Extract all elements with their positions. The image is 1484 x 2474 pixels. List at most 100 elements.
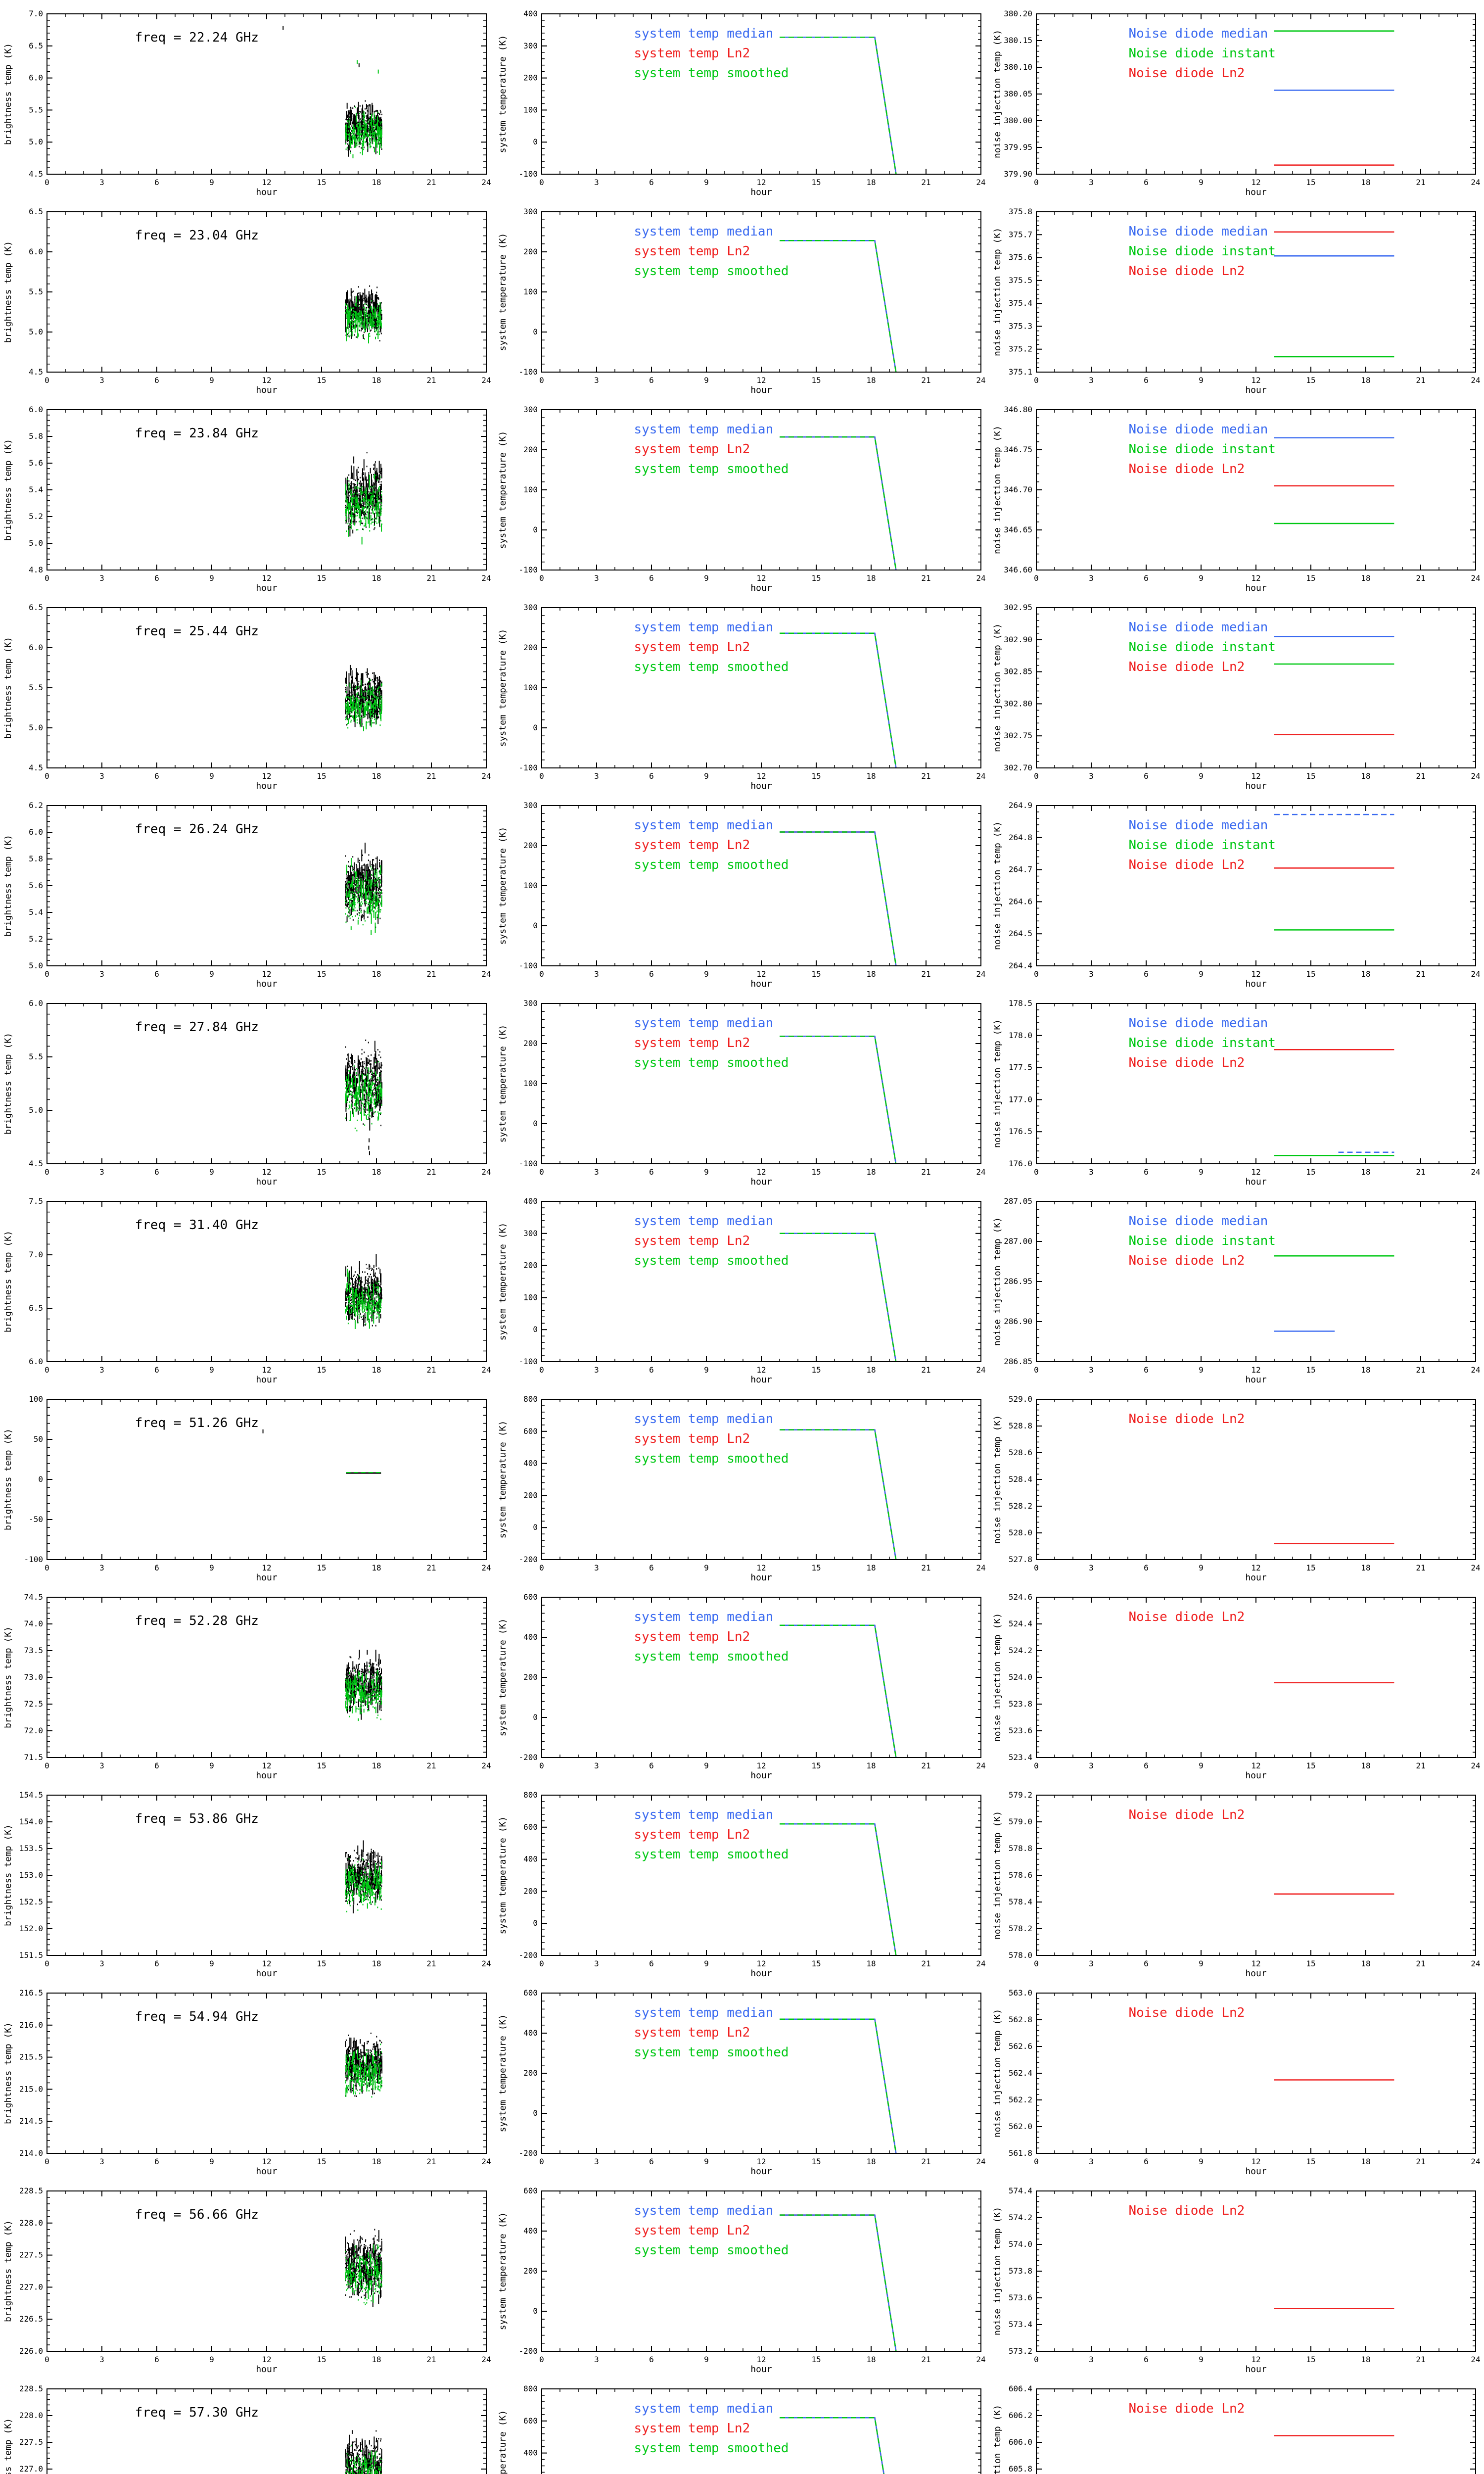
- x-tick-label: 0: [539, 1167, 544, 1177]
- y-axis-label: system temperature (K): [498, 827, 508, 945]
- outlier-point: [377, 69, 379, 74]
- plot-box: [1036, 1399, 1476, 1560]
- series-green: [780, 1036, 897, 1163]
- x-tick-label: 18: [1361, 1563, 1370, 1572]
- x-axis-label: hour: [750, 1770, 772, 1781]
- x-axis-label: hour: [1245, 2364, 1267, 2375]
- x-tick-label: 21: [921, 1959, 930, 1968]
- x-tick-label: 0: [45, 969, 49, 979]
- y-tick-label: 200: [523, 445, 538, 454]
- y-tick-label: 7.0: [29, 9, 43, 18]
- x-tick-label: 3: [99, 1563, 104, 1572]
- x-tick-label: 0: [539, 771, 544, 781]
- x-tick-label: 3: [1089, 2355, 1094, 2364]
- y-tick-label: 177.0: [1009, 1094, 1032, 1104]
- outlier-point: [262, 1429, 264, 1433]
- legend-blue: system temp median: [634, 818, 773, 833]
- y-tick-label: 346.75: [1004, 445, 1032, 454]
- subplot-row10-middle: 0 3 6 9 12 15 18 21 24 -200 0 200 400 600 800 hour syste…: [495, 1781, 989, 1979]
- x-tick-label: 3: [99, 771, 104, 781]
- x-tick-label: 6: [154, 573, 159, 583]
- x-tick-label: 6: [154, 771, 159, 781]
- x-tick-label: 9: [209, 178, 214, 187]
- y-tick-label: 176.5: [1009, 1127, 1032, 1136]
- x-tick-label: 0: [1034, 771, 1039, 781]
- x-tick-label: 9: [704, 1365, 709, 1375]
- y-tick-label: 216.5: [19, 1988, 43, 1998]
- x-axis-label: hour: [1245, 979, 1267, 989]
- subplot-svg-row8-middle: 0 3 6 9 12 15 18 21 24-2000200400600800hoursyste…: [498, 1394, 986, 1583]
- x-tick-label: 3: [99, 2157, 104, 2166]
- y-tick-label: 4.8: [29, 565, 43, 574]
- x-tick-label: 18: [866, 1365, 876, 1375]
- x-tick-label: 21: [1416, 573, 1425, 583]
- y-tick-label: 527.8: [1009, 1555, 1032, 1564]
- plot-box: [46, 607, 487, 768]
- legend-red: Noise diode Ln2: [1128, 1808, 1245, 1822]
- y-tick-label: 214.5: [19, 2116, 43, 2126]
- freq-label: freq = 27.84 GHz: [135, 1020, 259, 1035]
- y-tick-label: 287.00: [1004, 1237, 1032, 1246]
- x-tick-label: 24: [481, 1365, 491, 1375]
- x-tick-label: 6: [154, 1365, 159, 1375]
- x-tick-label: 18: [1361, 1959, 1370, 1968]
- y-tick-label: 50: [34, 1434, 43, 1444]
- y-tick-label: 154.5: [19, 1790, 43, 1800]
- y-axis-label: brightness temp (K): [3, 1231, 13, 1332]
- x-tick-label: 21: [921, 771, 930, 781]
- x-tick-label: 15: [317, 1563, 326, 1572]
- x-tick-label: 15: [1306, 2355, 1315, 2364]
- x-tick-label: 6: [649, 771, 654, 781]
- x-axis-label: hour: [750, 187, 772, 197]
- subplot-row9-right: 0 3 6 9 12 15 18 21 24 523.4 523.6 523.8 524.0 524.2 5…: [989, 1583, 1484, 1781]
- y-tick-label: 264.9: [1009, 801, 1032, 810]
- x-tick-label: 24: [481, 1167, 491, 1177]
- subplot-row1-middle: 0 3 6 9 12 15 18 21 24 -100 0 100 200 300 400 hour syste…: [495, 0, 989, 198]
- legend-green: system temp smoothed: [634, 66, 788, 81]
- y-tick-label: 574.2: [1009, 2213, 1032, 2222]
- y-axis-label: noise injection temp (K): [992, 821, 1003, 950]
- x-tick-label: 6: [154, 1563, 159, 1572]
- x-tick-label: 3: [594, 2157, 599, 2166]
- y-tick-label: 375.7: [1009, 230, 1032, 239]
- x-tick-label: 6: [649, 1167, 654, 1177]
- x-tick-label: 6: [1144, 1365, 1149, 1375]
- x-axis-label: hour: [1245, 583, 1267, 593]
- y-axis-label: brightness temp (K): [3, 2418, 13, 2474]
- outlier-point: [369, 1138, 370, 1142]
- x-tick-label: 6: [154, 178, 159, 187]
- x-tick-label: 0: [45, 2355, 49, 2364]
- y-tick-label: 0: [533, 1522, 538, 1532]
- x-tick-label: 18: [1361, 1365, 1370, 1375]
- y-tick-label: 562.4: [1009, 2068, 1032, 2078]
- x-axis-label: hour: [750, 1968, 772, 1979]
- y-tick-label: 563.0: [1009, 1988, 1032, 1998]
- x-tick-label: 6: [649, 1959, 654, 1968]
- y-tick-label: 100: [29, 1394, 43, 1404]
- x-tick-label: 21: [426, 573, 436, 583]
- x-tick-label: 9: [1199, 969, 1204, 979]
- x-tick-label: 21: [1416, 969, 1425, 979]
- x-tick-label: 24: [976, 2355, 985, 2364]
- x-tick-label: 9: [209, 1563, 214, 1572]
- y-axis-label: noise injection temp (K): [992, 228, 1003, 356]
- legend-red: Noise diode Ln2: [1128, 2005, 1245, 2020]
- y-tick-label: 6.5: [29, 207, 43, 216]
- y-tick-label: 573.6: [1009, 2293, 1032, 2302]
- y-tick-label: 200: [523, 1672, 538, 1682]
- x-tick-label: 3: [594, 1365, 599, 1375]
- subplot-svg-row6-left: 0 3 6 9 12 15 18 21 24 4.5 5.0 5.5 6.0 hour brightness…: [3, 999, 491, 1187]
- y-tick-label: 5.0: [29, 961, 43, 970]
- x-tick-label: 15: [811, 1167, 821, 1177]
- y-tick-label: 4.5: [29, 763, 43, 772]
- x-tick-label: 12: [262, 1167, 271, 1177]
- y-tick-label: 286.95: [1004, 1277, 1032, 1286]
- plot-box: [46, 1597, 487, 1758]
- y-tick-label: 200: [523, 247, 538, 256]
- x-tick-label: 15: [1306, 1959, 1315, 1968]
- subplot-row6-middle: 0 3 6 9 12 15 18 21 24 -100 0 100 200 300 hour system t…: [495, 990, 989, 1188]
- x-tick-label: 12: [756, 2355, 766, 2364]
- x-tick-label: 3: [594, 1167, 599, 1177]
- y-tick-label: 6.0: [29, 827, 43, 837]
- y-tick-label: 264.7: [1009, 865, 1032, 874]
